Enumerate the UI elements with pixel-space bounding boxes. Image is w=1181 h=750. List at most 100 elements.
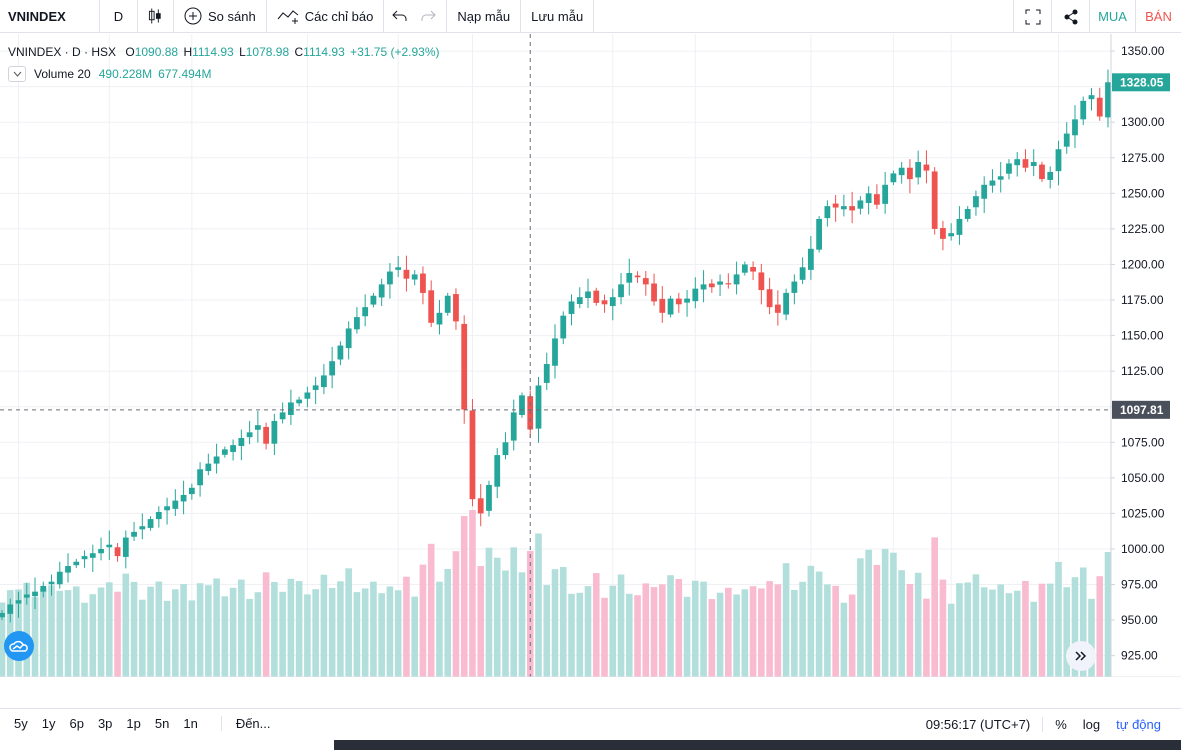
candle-body xyxy=(882,184,889,204)
candle xyxy=(940,220,946,251)
volume-bar xyxy=(477,566,485,677)
volume-bar xyxy=(658,584,666,677)
candle xyxy=(155,506,162,528)
symbol-search[interactable]: VNINDEX xyxy=(0,0,100,33)
candle-body xyxy=(436,312,443,325)
crosshair xyxy=(0,34,1111,677)
buy-button[interactable]: MUA xyxy=(1089,0,1135,33)
volume-bar xyxy=(39,589,47,677)
scroll-to-realtime-button[interactable] xyxy=(1066,641,1096,671)
candle-body xyxy=(692,288,699,302)
candle xyxy=(783,288,789,321)
candle xyxy=(1055,140,1062,186)
tradingview-logo-button[interactable] xyxy=(4,631,34,661)
auto-scale-button[interactable]: tự động xyxy=(1116,716,1161,732)
volume-bar xyxy=(782,563,790,677)
candle xyxy=(279,402,286,424)
candle-body xyxy=(1080,100,1087,120)
collapse-legend-button[interactable] xyxy=(8,66,26,82)
volume-bar xyxy=(716,592,724,677)
volume-name: Volume 20 xyxy=(34,67,91,81)
candle-body xyxy=(948,233,955,237)
share-button[interactable] xyxy=(1051,0,1089,33)
candle-body xyxy=(890,173,897,183)
percent-scale-button[interactable]: % xyxy=(1055,716,1067,732)
compare-button[interactable]: So sánh xyxy=(174,0,267,33)
volume-bar xyxy=(130,581,138,677)
candle xyxy=(1063,122,1070,154)
volume-bar xyxy=(733,594,740,677)
volume-bar xyxy=(766,581,773,677)
range-button-1p[interactable]: 1p xyxy=(126,716,141,731)
volume-bar xyxy=(832,585,839,677)
price-tick-label: 1300.00 xyxy=(1121,115,1165,129)
volume-bar xyxy=(898,570,905,677)
volume-bar xyxy=(328,588,336,677)
range-button-3p[interactable]: 3p xyxy=(97,716,113,731)
candle-body xyxy=(65,566,71,573)
candle-body xyxy=(32,591,38,597)
candle xyxy=(1047,166,1054,189)
volume-bar xyxy=(890,552,897,677)
volume-bar xyxy=(881,548,889,677)
volume-bar xyxy=(205,585,212,677)
legend-h-label: H xyxy=(183,45,193,59)
legend-open: 1090.88 xyxy=(134,45,179,59)
sell-button[interactable]: BÁN xyxy=(1135,0,1181,33)
redo-button[interactable] xyxy=(416,0,448,33)
candle-body xyxy=(552,338,558,366)
indicators-button[interactable]: Các chỉ báo xyxy=(267,0,385,33)
candle-body xyxy=(634,275,641,278)
range-button-1y[interactable]: 1y xyxy=(41,716,56,731)
range-button-1n[interactable]: 1n xyxy=(183,716,198,731)
volume-bar xyxy=(353,592,361,677)
candle xyxy=(667,295,674,318)
candle-body xyxy=(733,274,740,285)
candle xyxy=(40,581,47,598)
volume-bar xyxy=(609,585,617,677)
candle xyxy=(907,159,913,194)
volume-bar xyxy=(155,581,163,677)
save-template-button[interactable]: Lưu mẫu xyxy=(521,0,595,33)
clock-timezone[interactable]: 09:56:17 (UTC+7) xyxy=(918,716,1044,732)
price-tick-label: 1175.00 xyxy=(1121,293,1164,307)
log-scale-button[interactable]: log xyxy=(1082,716,1101,732)
volume-bar xyxy=(650,587,658,677)
volume-bar xyxy=(692,580,699,677)
candle-body xyxy=(329,361,336,376)
redo-icon xyxy=(421,10,437,21)
volume-bar xyxy=(1038,583,1046,677)
legend-title: VNINDEX · D · HSX xyxy=(8,45,117,59)
range-button-5y[interactable]: 5y xyxy=(14,716,28,731)
volume-bar xyxy=(634,595,641,677)
load-template-button[interactable]: Nạp mẫu xyxy=(447,0,522,33)
top-toolbar: VNINDEX D So sánh Các chỉ báo Nạp mẫu xyxy=(0,0,1181,33)
candle-body xyxy=(287,402,294,415)
volume-bar xyxy=(1055,561,1062,677)
candle-body xyxy=(420,273,426,293)
candle xyxy=(865,186,872,215)
volume-bar xyxy=(246,598,253,677)
interval-button[interactable]: D xyxy=(100,0,138,33)
candle-body xyxy=(147,519,154,528)
last-price-tag-bg xyxy=(1112,73,1170,92)
candle-body xyxy=(444,295,451,313)
candle-body xyxy=(585,291,591,299)
candle xyxy=(7,598,14,623)
undo-button[interactable] xyxy=(384,0,416,33)
candle xyxy=(221,446,228,458)
candlestick-chart[interactable]: 925.00 950.00 975.00 1000.00 1025.00 1050.00 1… xyxy=(0,34,1181,677)
candle xyxy=(898,162,905,184)
volume-bar xyxy=(370,581,377,677)
fullscreen-button[interactable] xyxy=(1013,0,1051,33)
volume-bar xyxy=(0,602,6,677)
volume-bar xyxy=(592,573,600,677)
volume-bar xyxy=(48,585,55,677)
volume-bar xyxy=(1088,598,1095,677)
candle xyxy=(65,553,71,583)
range-button-5n[interactable]: 5n xyxy=(154,716,170,731)
range-button-6p[interactable]: 6p xyxy=(69,716,84,731)
candle-body xyxy=(535,385,542,429)
goto-date-button[interactable]: Đến... xyxy=(220,716,271,731)
chart-type-button[interactable] xyxy=(138,0,174,33)
